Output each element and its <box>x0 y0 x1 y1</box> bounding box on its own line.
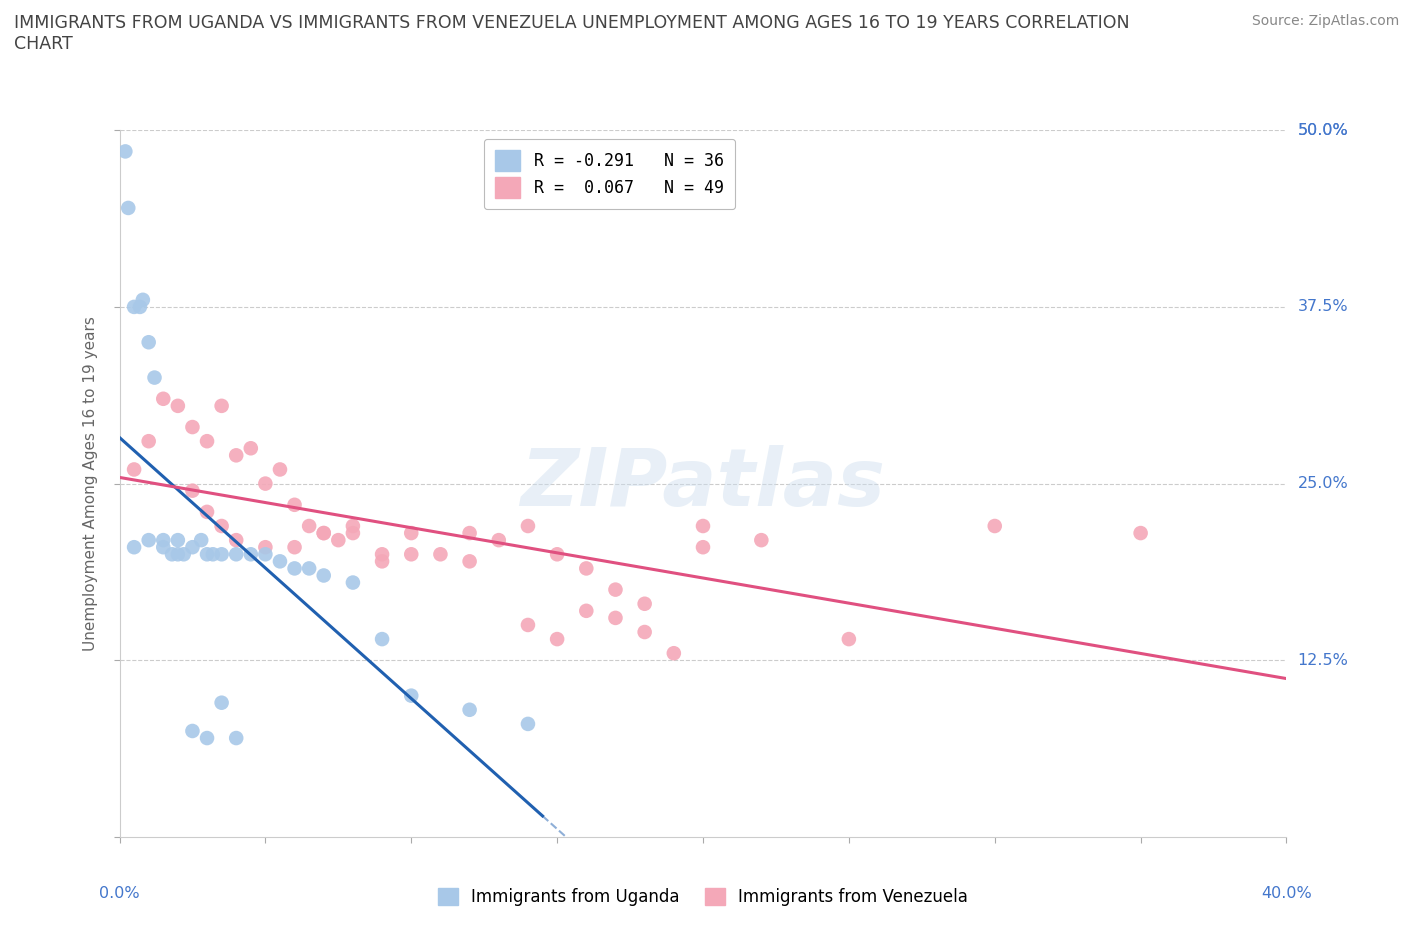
Point <box>429 547 451 562</box>
Point <box>195 547 218 562</box>
Point <box>152 392 174 406</box>
Point <box>195 433 218 448</box>
Text: 12.5%: 12.5% <box>1298 653 1348 668</box>
Point <box>254 547 277 562</box>
Point <box>575 604 598 618</box>
Point <box>211 547 233 562</box>
Y-axis label: Unemployment Among Ages 16 to 19 years: Unemployment Among Ages 16 to 19 years <box>83 316 98 651</box>
Point <box>225 731 247 746</box>
Point <box>342 519 364 534</box>
Point <box>458 525 481 540</box>
Point <box>575 561 598 576</box>
Point <box>298 561 321 576</box>
Point <box>166 533 188 548</box>
Point <box>371 554 394 569</box>
Point <box>160 547 183 562</box>
Point <box>342 525 364 540</box>
Point <box>254 539 277 554</box>
Point <box>662 645 685 660</box>
Point <box>399 525 422 540</box>
Point <box>225 533 247 548</box>
Point <box>517 716 540 731</box>
Point <box>211 519 233 534</box>
Point <box>166 547 188 562</box>
Point <box>152 533 174 548</box>
Text: 40.0%: 40.0% <box>1261 886 1312 901</box>
Text: ZIPatlas: ZIPatlas <box>520 445 886 523</box>
Point <box>692 519 714 534</box>
Point <box>488 533 510 548</box>
Point <box>399 688 422 703</box>
Legend: Immigrants from Uganda, Immigrants from Venezuela: Immigrants from Uganda, Immigrants from … <box>432 881 974 912</box>
Point <box>181 724 204 738</box>
Point <box>312 568 335 583</box>
Point <box>692 539 714 554</box>
Point <box>546 547 568 562</box>
Point <box>254 476 277 491</box>
Point <box>546 631 568 646</box>
Point <box>117 201 139 216</box>
Point <box>312 525 335 540</box>
Point <box>269 462 291 477</box>
Point <box>342 575 364 590</box>
Point <box>152 539 174 554</box>
Point <box>751 533 773 548</box>
Point <box>190 533 212 548</box>
Point <box>143 370 166 385</box>
Point <box>605 610 627 625</box>
Point <box>122 462 145 477</box>
Point <box>181 539 204 554</box>
Point <box>201 547 224 562</box>
Point <box>283 498 307 512</box>
Point <box>138 433 160 448</box>
Point <box>371 631 394 646</box>
Text: 37.5%: 37.5% <box>1298 299 1348 314</box>
Point <box>633 596 655 611</box>
Point <box>181 484 204 498</box>
Point <box>298 519 321 534</box>
Text: 25.0%: 25.0% <box>1298 476 1348 491</box>
Point <box>458 554 481 569</box>
Point <box>195 731 218 746</box>
Point <box>1129 525 1152 540</box>
Point <box>633 625 655 640</box>
Point <box>269 554 291 569</box>
Point <box>517 519 540 534</box>
Point <box>283 539 307 554</box>
Point <box>283 561 307 576</box>
Text: 50.0%: 50.0% <box>1298 123 1348 138</box>
Point <box>239 547 262 562</box>
Point <box>129 299 152 314</box>
Point <box>239 441 262 456</box>
Point <box>173 547 195 562</box>
Point <box>211 398 233 413</box>
Text: IMMIGRANTS FROM UGANDA VS IMMIGRANTS FROM VENEZUELA UNEMPLOYMENT AMONG AGES 16 T: IMMIGRANTS FROM UGANDA VS IMMIGRANTS FRO… <box>14 14 1129 32</box>
Point <box>122 299 145 314</box>
Point <box>983 519 1005 534</box>
Point <box>114 144 136 159</box>
Point <box>605 582 627 597</box>
Point <box>371 547 394 562</box>
Legend: R = -0.291   N = 36, R =  0.067   N = 49: R = -0.291 N = 36, R = 0.067 N = 49 <box>484 139 735 209</box>
Point <box>211 696 233 711</box>
Point <box>838 631 860 646</box>
Text: CHART: CHART <box>14 35 73 53</box>
Point <box>399 547 422 562</box>
Point <box>225 448 247 463</box>
Point <box>458 702 481 717</box>
Point <box>312 525 335 540</box>
Point <box>166 398 188 413</box>
Text: 50.0%: 50.0% <box>1298 123 1348 138</box>
Point <box>517 618 540 632</box>
Point <box>132 292 155 307</box>
Text: Source: ZipAtlas.com: Source: ZipAtlas.com <box>1251 14 1399 28</box>
Text: 0.0%: 0.0% <box>100 886 139 901</box>
Point <box>195 504 218 519</box>
Point <box>138 335 160 350</box>
Point <box>122 539 145 554</box>
Point <box>181 419 204 434</box>
Point <box>328 533 350 548</box>
Point <box>138 533 160 548</box>
Point <box>225 547 247 562</box>
